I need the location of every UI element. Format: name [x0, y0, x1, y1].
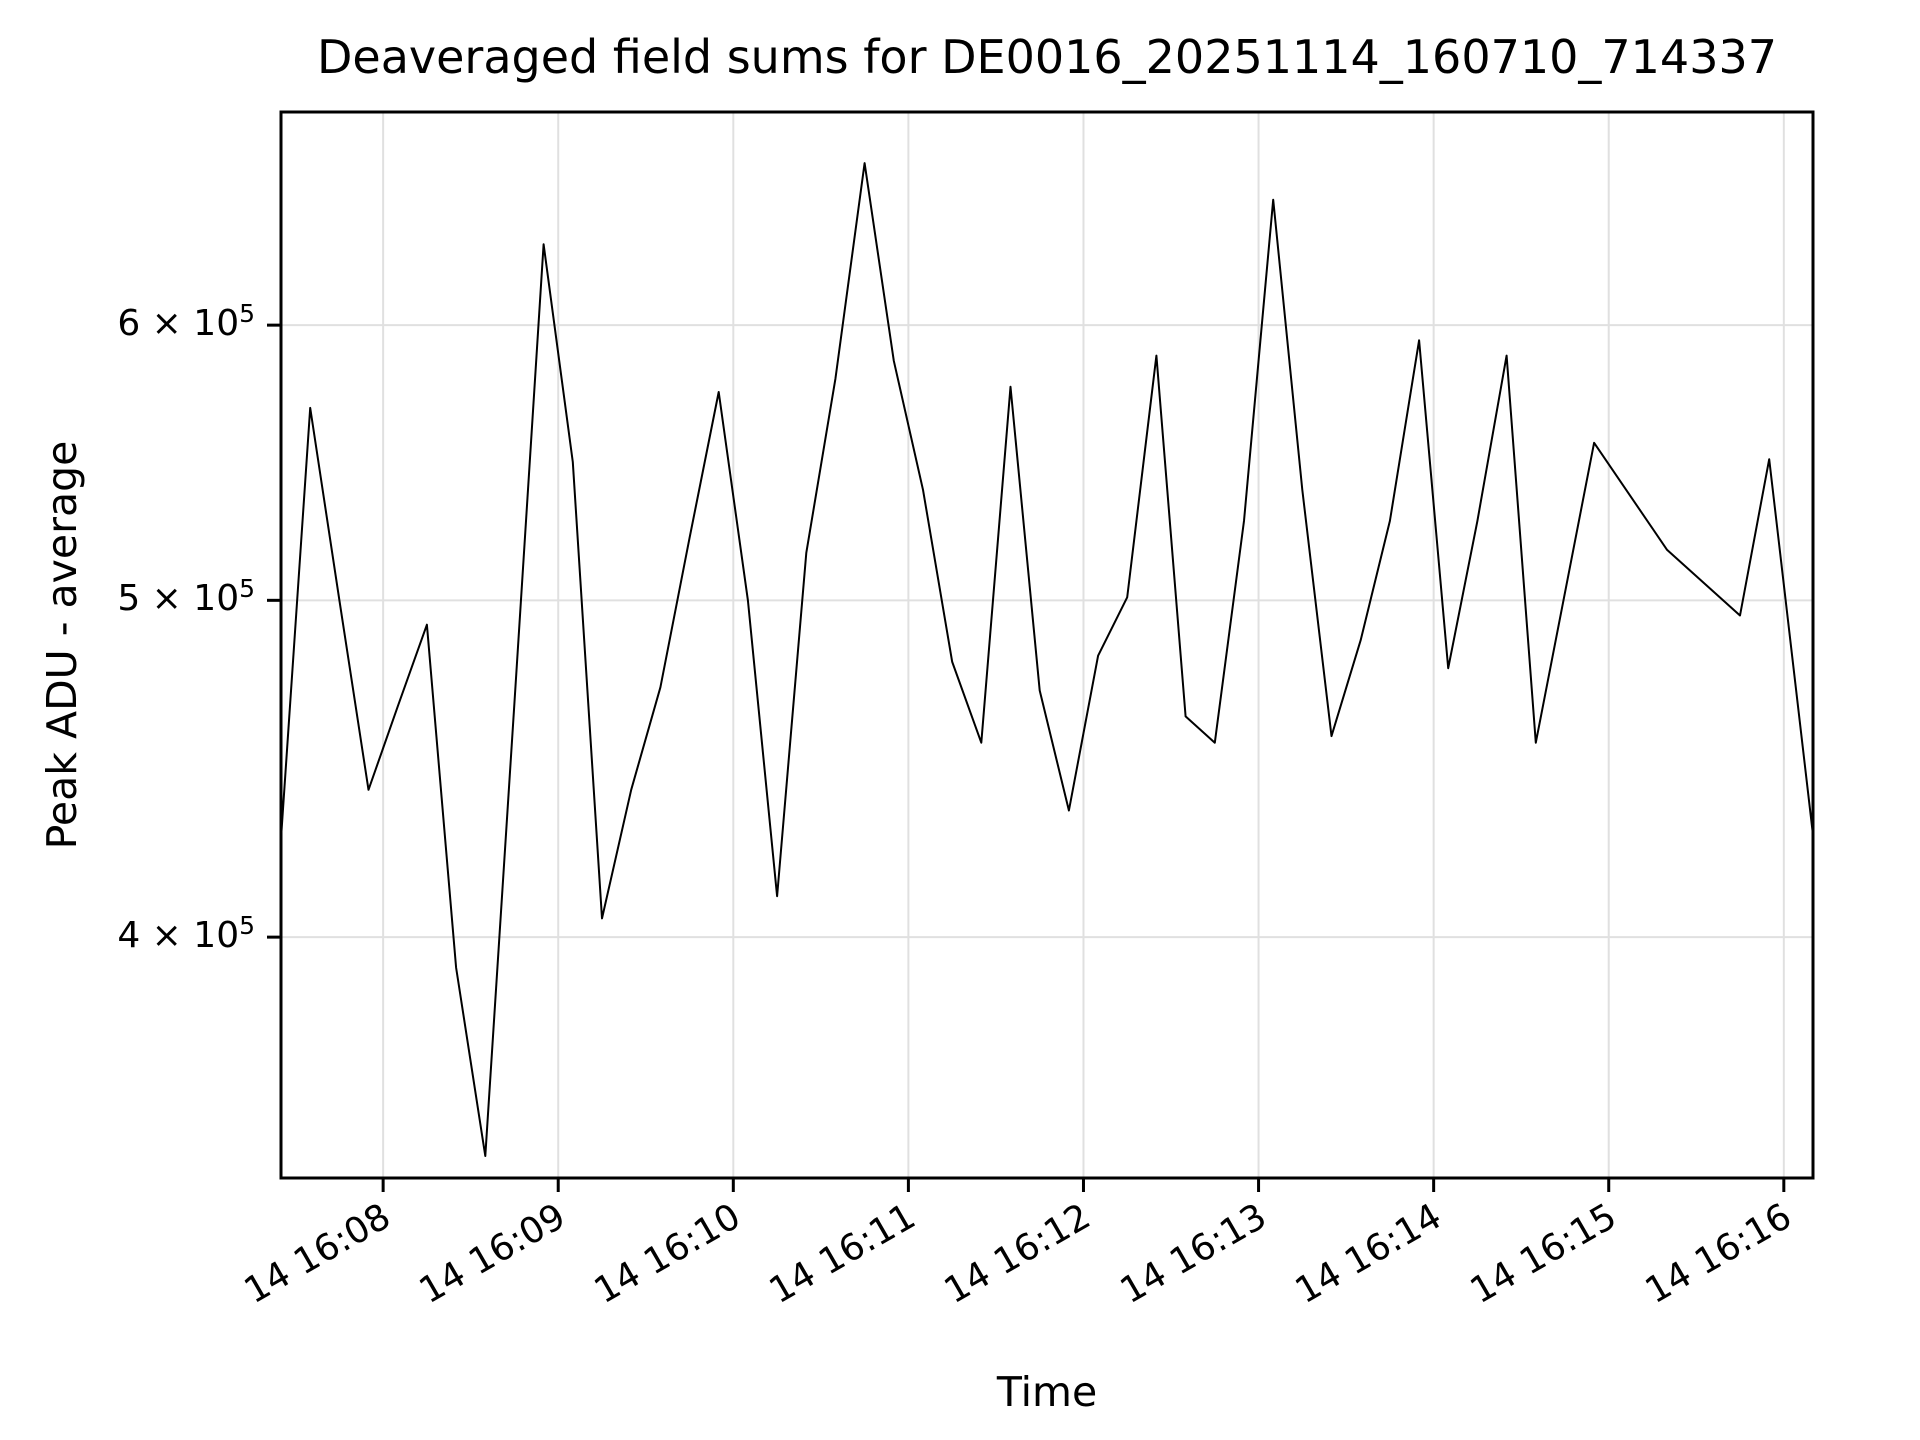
plot-frame	[279, 110, 1815, 1180]
chart-title: Deaveraged field sums for DE0016_2025111…	[316, 30, 1777, 84]
y-tick-mantissa: 5 × 10	[117, 578, 240, 620]
y-tick-exponent: 5	[239, 911, 255, 941]
y-tick-mantissa: 6 × 10	[117, 303, 240, 345]
y-tick-exponent: 5	[239, 299, 255, 329]
y-axis-label: Peak ADU - average	[38, 440, 86, 850]
y-tick-label: 6 × 105	[35, 299, 255, 344]
grid-layer	[281, 112, 1813, 1178]
y-tick-mantissa: 4 × 10	[117, 915, 240, 957]
data-line	[280, 162, 1814, 1157]
y-tick-label: 5 × 105	[35, 574, 255, 619]
y-tick-exponent: 5	[239, 574, 255, 604]
x-axis-label: Time	[996, 1368, 1098, 1416]
y-tick-label: 4 × 105	[35, 911, 255, 956]
tick-layer	[267, 323, 1786, 1192]
